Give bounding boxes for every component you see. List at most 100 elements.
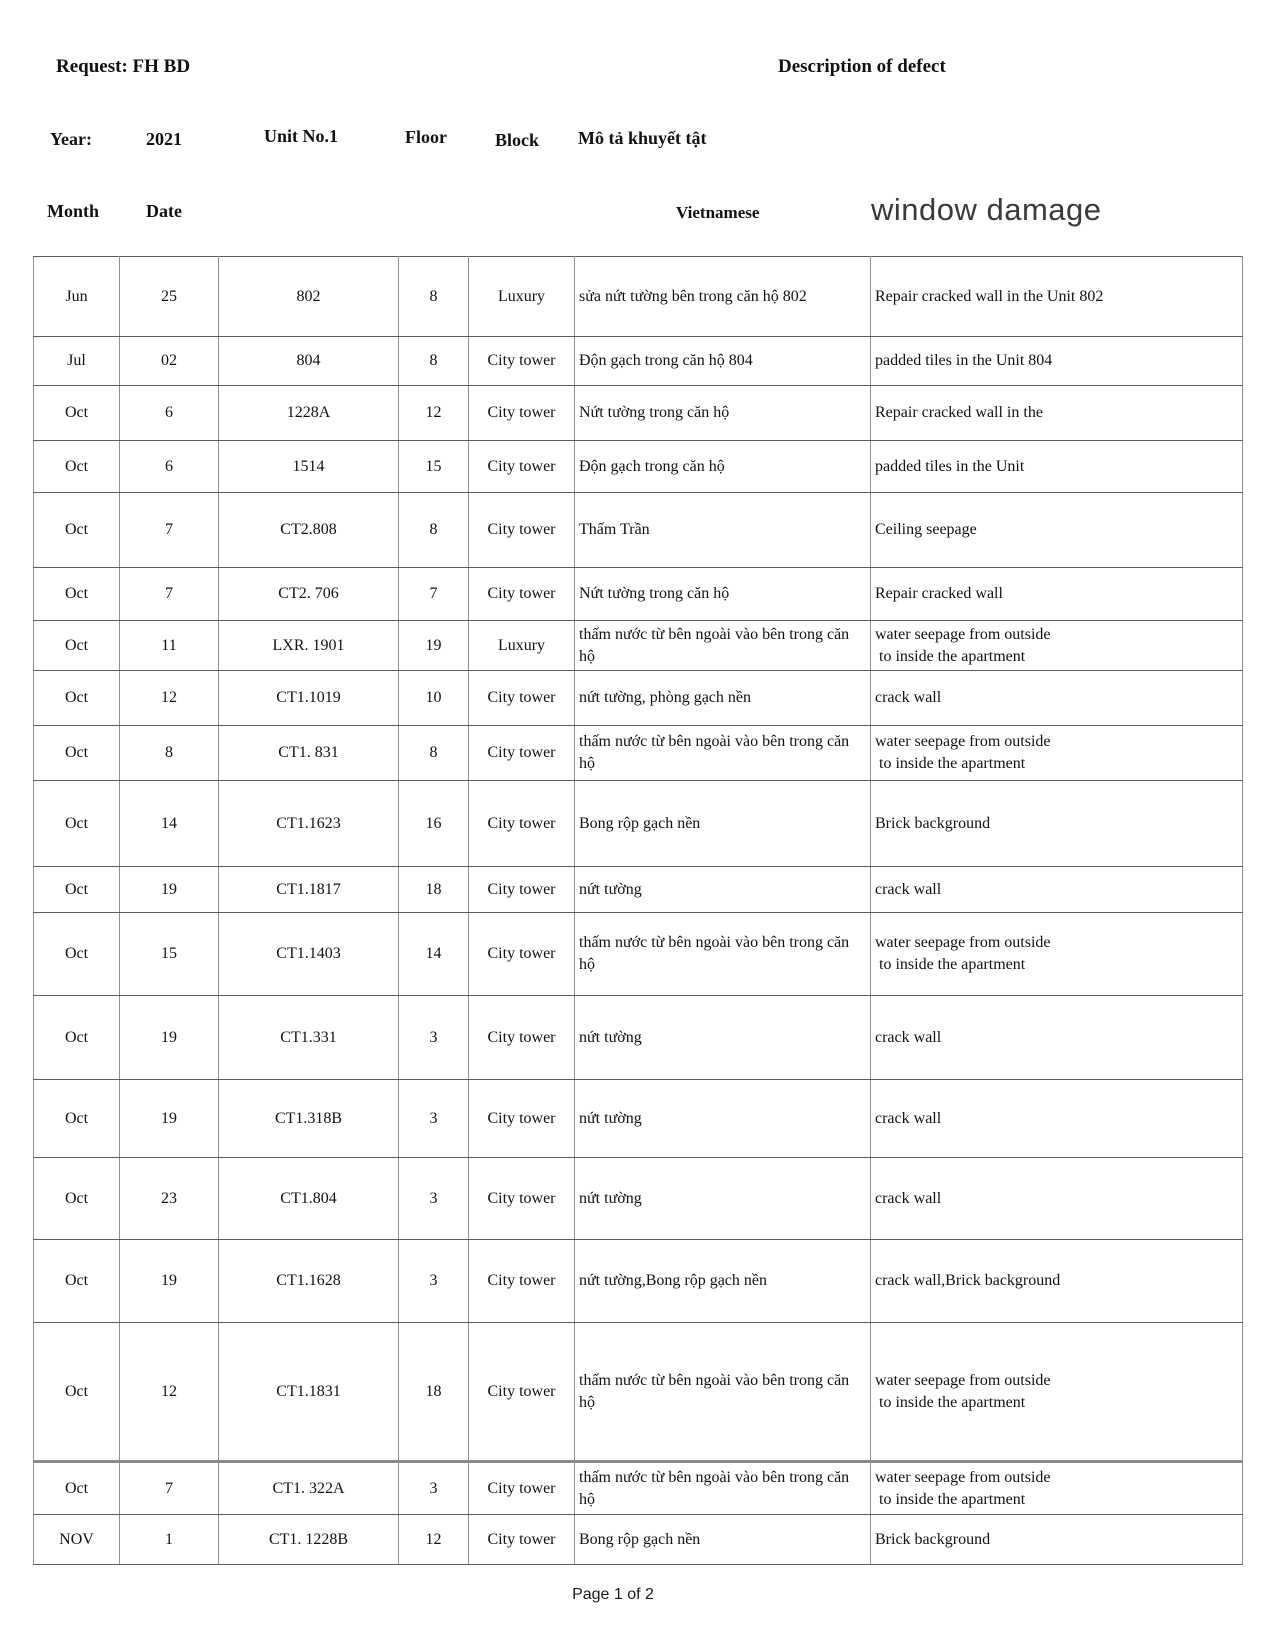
cell-date: 8 [119, 725, 219, 781]
cell-month: Oct [33, 1157, 120, 1240]
date-column-label: Date [146, 201, 182, 221]
cell-block: City tower [468, 1322, 575, 1462]
cell-unit: 804 [218, 336, 399, 386]
floor-column-label: Floor [405, 127, 447, 147]
defect-label-vietnamese: Mô tả khuyết tật [578, 128, 707, 148]
cell-description-vietnamese: Bong rộp gạch nền [574, 1514, 871, 1565]
cell-date: 7 [119, 492, 219, 568]
cell-description-vietnamese: nứt tường,Bong rộp gạch nền [574, 1239, 871, 1323]
cell-description-english: Repair cracked wall in the [870, 385, 1243, 441]
unit-column-label: Unit No.1 [264, 126, 339, 146]
cell-floor: 19 [398, 620, 469, 671]
cell-description-english: water seepage from outside to inside the… [870, 725, 1243, 781]
cell-floor: 8 [398, 256, 469, 337]
cell-block: City tower [468, 725, 575, 781]
cell-month: Oct [33, 492, 120, 568]
cell-block: City tower [468, 1239, 575, 1323]
cell-month: Oct [33, 912, 120, 996]
cell-date: 12 [119, 1322, 219, 1462]
cell-block: City tower [468, 385, 575, 441]
cell-description-english: crack wall [870, 995, 1243, 1080]
cell-description-vietnamese: thấm nước từ bên ngoài vào bên trong căn… [574, 1322, 871, 1462]
cell-month: Oct [33, 440, 120, 493]
cell-floor: 8 [398, 336, 469, 386]
cell-unit: CT1.1628 [218, 1239, 399, 1323]
table-row: Jul 02 804 8 City tower Độn gạch trong căn hộ… [33, 336, 1243, 386]
cell-block: City tower [468, 1460, 575, 1515]
cell-unit: 1228A [218, 385, 399, 441]
cell-block: City tower [468, 567, 575, 621]
cell-month: Oct [33, 1079, 120, 1158]
cell-unit: CT1. 1228B [218, 1514, 399, 1565]
cell-month: Oct [33, 1460, 120, 1515]
cell-date: 7 [119, 1460, 219, 1515]
cell-date: 7 [119, 567, 219, 621]
cell-floor: 12 [398, 1514, 469, 1565]
cell-description-english: padded tiles in the Unit [870, 440, 1243, 493]
cell-description-vietnamese: Nứt tường trong căn hộ [574, 567, 871, 621]
cell-description-english: water seepage from outside to inside the… [870, 1460, 1243, 1515]
cell-unit: CT1.318B [218, 1079, 399, 1158]
table-row: Oct 15 CT1.1403 14 City tower thấm nước từ bê… [33, 912, 1243, 996]
cell-block: Luxury [468, 620, 575, 671]
cell-month: Oct [33, 567, 120, 621]
request-label: Request: FH BD [56, 56, 191, 77]
cell-date: 6 [119, 440, 219, 493]
table-row: Oct 14 CT1.1623 16 City tower Bong rộp gạch n… [33, 780, 1243, 867]
table-row: Jun 25 802 8 Luxury sửa nứt tường bên trong c… [33, 256, 1243, 337]
cell-description-english: crack wall [870, 1079, 1243, 1158]
cell-month: Oct [33, 1239, 120, 1323]
cell-unit: CT1. 322A [218, 1460, 399, 1515]
cell-date: 15 [119, 912, 219, 996]
cell-block: Luxury [468, 256, 575, 337]
cell-month: Oct [33, 670, 120, 726]
cell-month: Oct [33, 1322, 120, 1462]
cell-month: Oct [33, 620, 120, 671]
cell-description-english: crack wall,Brick background [870, 1239, 1243, 1323]
cell-date: 1 [119, 1514, 219, 1565]
cell-unit: CT1.1623 [218, 780, 399, 867]
cell-description-english: Ceiling seepage [870, 492, 1243, 568]
block-column-label: Block [495, 130, 540, 150]
cell-description-vietnamese: Độn gạch trong căn hộ [574, 440, 871, 493]
table-row: Oct 19 CT1.1628 3 City tower nứt tường,Bong r… [33, 1239, 1243, 1323]
cell-block: City tower [468, 1157, 575, 1240]
cell-month: Jul [33, 336, 120, 386]
cell-block: City tower [468, 866, 575, 913]
page-number: Page 1 of 2 [572, 1586, 654, 1603]
cell-date: 19 [119, 866, 219, 913]
cell-description-vietnamese: nứt tường [574, 1079, 871, 1158]
cell-date: 12 [119, 670, 219, 726]
cell-date: 02 [119, 336, 219, 386]
cell-month: Jun [33, 256, 120, 337]
defect-table-body: Jun 25 802 8 Luxury sửa nứt tường bên trong c… [33, 256, 1243, 1565]
cell-description-english: Brick background [870, 780, 1243, 867]
description-of-defect-title: Description of defect [778, 56, 946, 77]
cell-description-vietnamese: thấm nước từ bên ngoài vào bên trong căn… [574, 1460, 871, 1515]
cell-floor: 18 [398, 1322, 469, 1462]
window-damage-annotation: window damage [871, 192, 1102, 227]
cell-description-vietnamese: Độn gạch trong căn hộ 804 [574, 336, 871, 386]
cell-description-english: crack wall [870, 670, 1243, 726]
table-row: Oct 7 CT1. 322A 3 City tower thấm nước từ bên… [33, 1460, 1243, 1515]
cell-month: Oct [33, 866, 120, 913]
table-row: Oct 23 CT1.804 3 City tower nứt tường crack wa… [33, 1157, 1243, 1240]
cell-date: 19 [119, 995, 219, 1080]
month-column-label: Month [47, 201, 100, 221]
cell-unit: CT1.804 [218, 1157, 399, 1240]
cell-block: City tower [468, 670, 575, 726]
cell-description-english: water seepage from outside to inside the… [870, 620, 1243, 671]
table-row: Oct 12 CT1.1831 18 City tower thấm nước từ bê… [33, 1322, 1243, 1462]
defect-table: Jun 25 802 8 Luxury sửa nứt tường bên trong c… [33, 256, 1243, 1565]
cell-unit: LXR. 1901 [218, 620, 399, 671]
cell-date: 23 [119, 1157, 219, 1240]
cell-floor: 15 [398, 440, 469, 493]
cell-unit: CT2.808 [218, 492, 399, 568]
cell-block: City tower [468, 492, 575, 568]
cell-month: Oct [33, 725, 120, 781]
cell-unit: CT1.1831 [218, 1322, 399, 1462]
cell-description-vietnamese: sửa nứt tường bên trong căn hộ 802 [574, 256, 871, 337]
cell-date: 14 [119, 780, 219, 867]
cell-description-vietnamese: nứt tường [574, 1157, 871, 1240]
cell-floor: 16 [398, 780, 469, 867]
